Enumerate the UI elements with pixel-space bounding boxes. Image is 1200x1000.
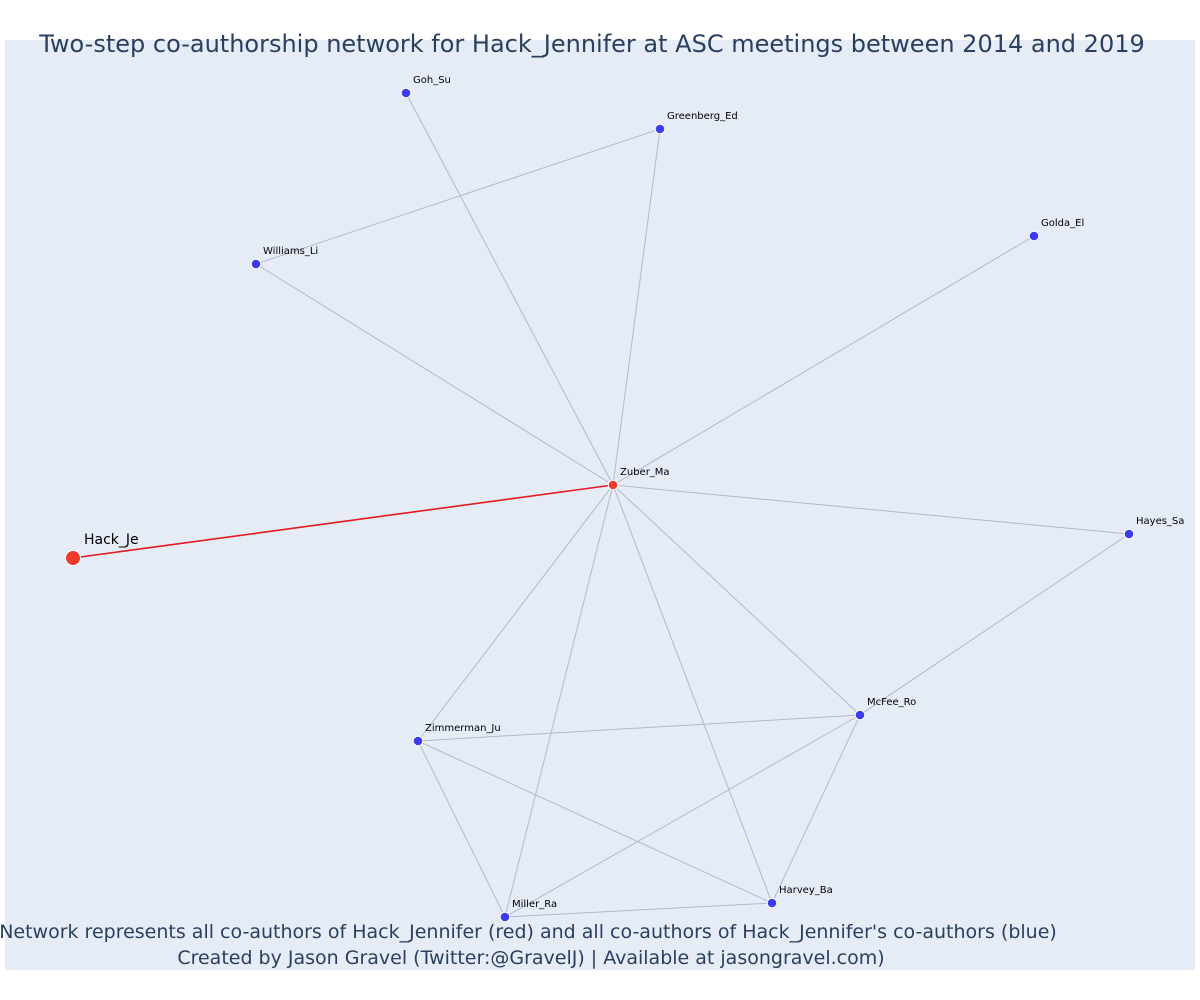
node-label-zuber-ma: Zuber_Ma <box>620 467 670 478</box>
caption-line-1: Network represents all co-authors of Hac… <box>0 921 1057 943</box>
edge-zuber-ma-greenberg-ed <box>612 128 661 486</box>
node-goh-su[interactable] <box>400 87 412 99</box>
edge-zuber-ma-mcfee-ro <box>612 484 861 716</box>
node-label-golda-el: Golda_El <box>1041 218 1084 229</box>
edge-hayes-sa-mcfee-ro <box>859 533 1130 716</box>
node-hayes-sa[interactable] <box>1123 528 1135 540</box>
node-label-zimmerman-ju: Zimmerman_Ju <box>425 723 501 734</box>
node-label-harvey-ba: Harvey_Ba <box>779 885 833 896</box>
node-label-hack-je: Hack_Je <box>84 532 139 548</box>
edge-williams-li-greenberg-ed <box>255 128 661 265</box>
caption-line-2: Created by Jason Gravel (Twitter:@Gravel… <box>177 947 884 969</box>
node-greenberg-ed[interactable] <box>654 123 666 135</box>
plot-background <box>5 40 1195 970</box>
node-harvey-ba[interactable] <box>766 897 778 909</box>
node-golda-el[interactable] <box>1028 230 1040 242</box>
node-hack-je[interactable] <box>65 550 81 566</box>
edge-zimmerman-ju-harvey-ba <box>417 740 773 904</box>
node-zuber-ma[interactable] <box>607 479 619 491</box>
edge-miller-ra-harvey-ba <box>504 902 773 918</box>
edge-zimmerman-ju-miller-ra <box>417 740 506 918</box>
node-label-hayes-sa: Hayes_Sa <box>1136 516 1184 527</box>
edge-zuber-ma-miller-ra <box>504 484 614 918</box>
node-williams-li[interactable] <box>250 258 262 270</box>
edge-zuber-ma-williams-li <box>255 263 614 486</box>
edge-zuber-ma-golda-el <box>612 235 1035 486</box>
edge-mcfee-ro-miller-ra <box>504 714 861 918</box>
edge-zuber-ma-harvey-ba <box>612 484 773 904</box>
edge-zuber-ma-zimmerman-ju <box>417 484 614 742</box>
node-label-mcfee-ro: McFee_Ro <box>867 697 916 708</box>
node-label-miller-ra: Miller_Ra <box>512 899 557 910</box>
node-label-williams-li: Williams_Li <box>263 246 318 257</box>
chart-title: Two-step co-authorship network for Hack_… <box>38 30 1145 58</box>
edge-mcfee-ro-harvey-ba <box>771 714 861 904</box>
node-zimmerman-ju[interactable] <box>412 735 424 747</box>
node-miller-ra[interactable] <box>499 911 511 923</box>
node-mcfee-ro[interactable] <box>854 709 866 721</box>
edge-zuber-ma-goh-su <box>405 92 614 486</box>
nodes-layer <box>65 87 1135 923</box>
edges-layer <box>72 92 1130 918</box>
node-label-goh-su: Goh_Su <box>413 75 451 86</box>
edge-zuber-ma-hayes-sa <box>612 484 1130 535</box>
edge-hack-je-zuber-ma <box>72 484 614 559</box>
labels-layer: Hack_Je Zuber_Ma Goh_Su Greenberg_Ed William… <box>84 75 1184 910</box>
node-label-greenberg-ed: Greenberg_Ed <box>667 111 738 122</box>
edge-mcfee-ro-zimmerman-ju <box>417 714 861 742</box>
